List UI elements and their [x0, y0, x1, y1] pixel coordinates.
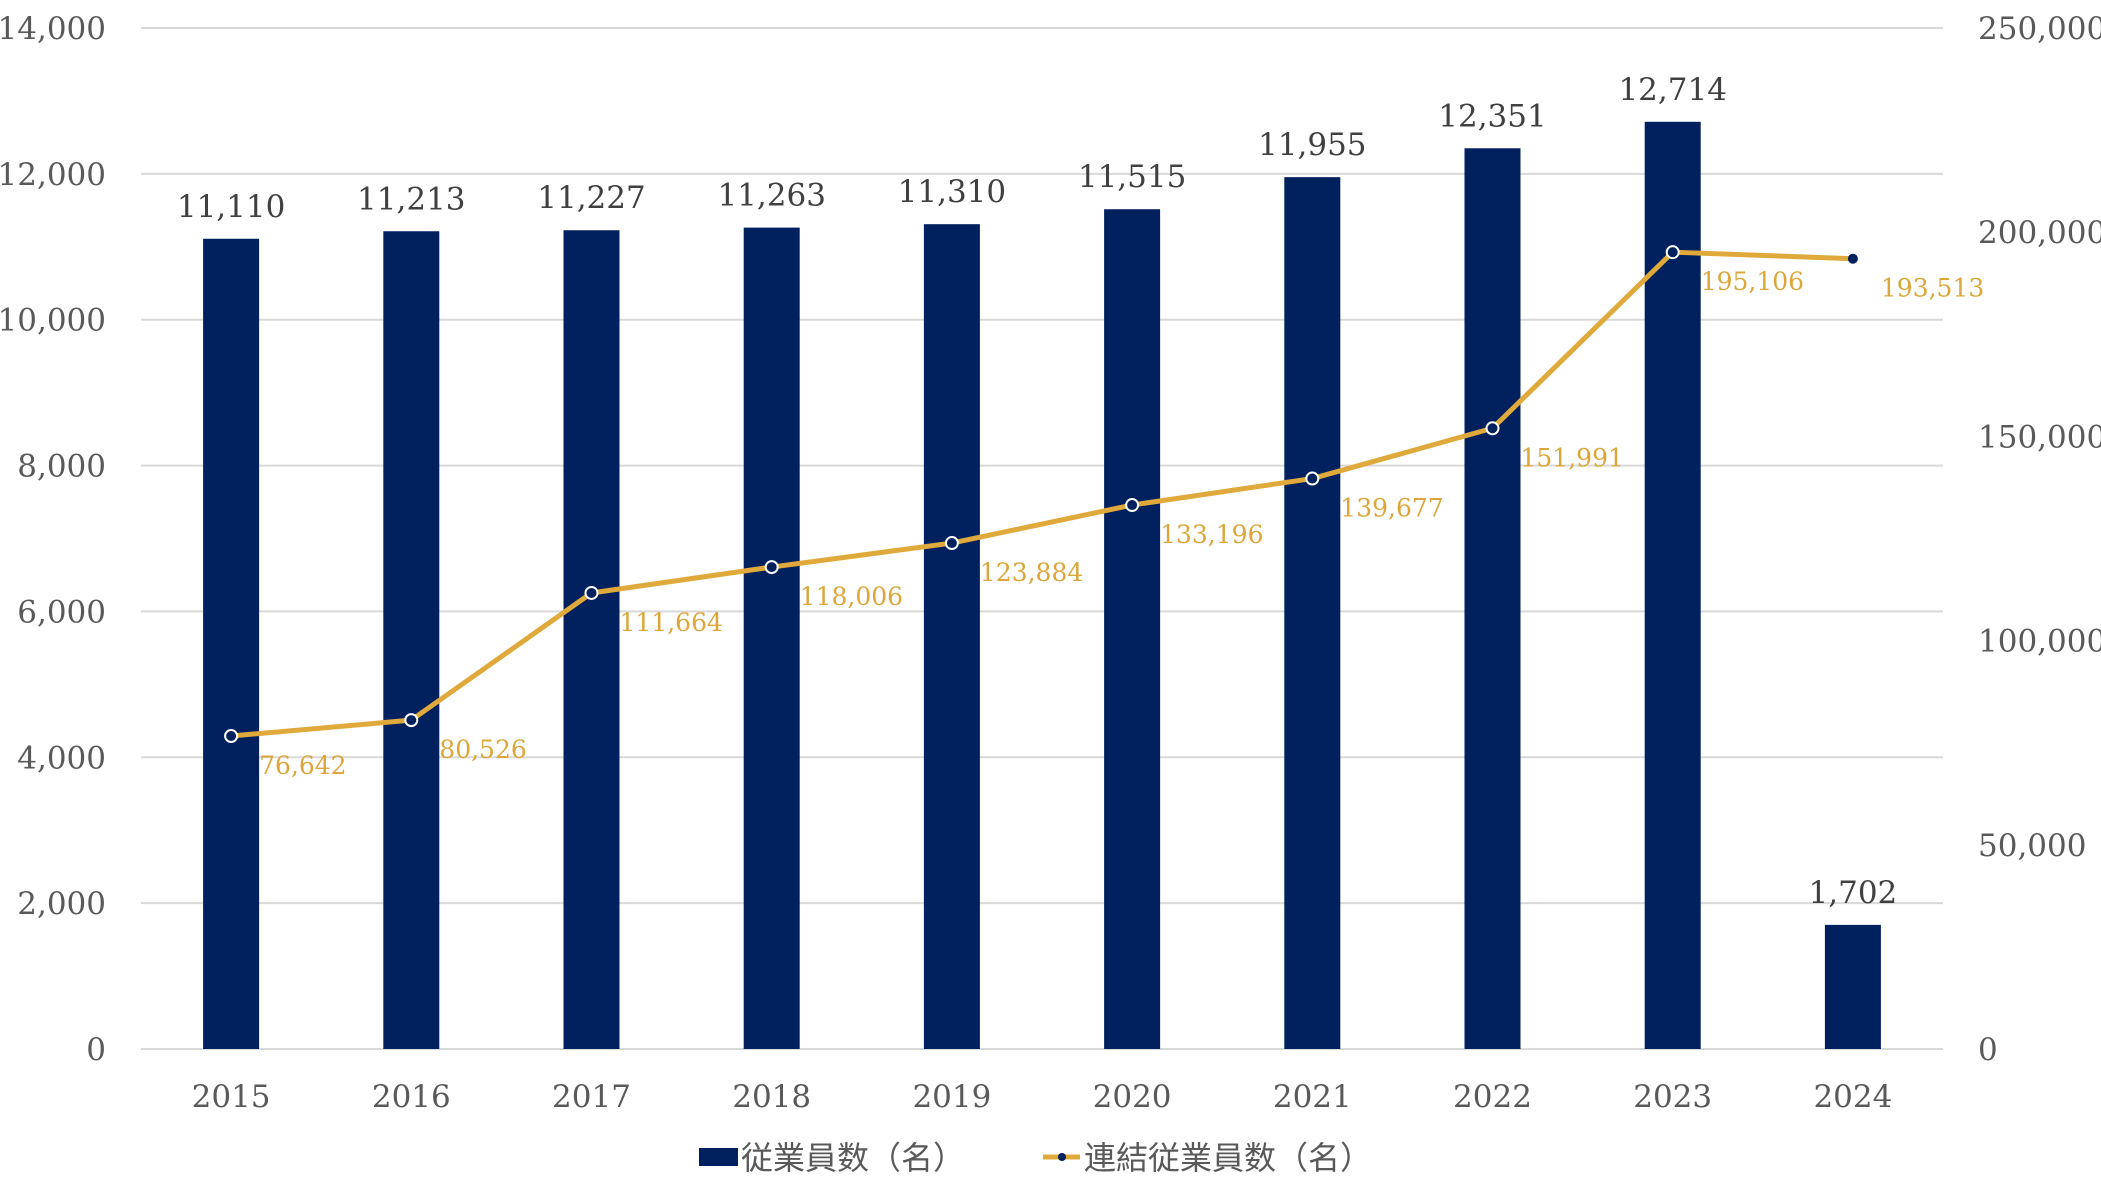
bar-label-2023: 12,714: [1618, 72, 1726, 108]
legend-line-marker: [1058, 1153, 1066, 1161]
bar-series: [203, 121, 1881, 1050]
right-tick-label: 150,000: [1978, 419, 2101, 455]
line-label-2018: 118,006: [800, 582, 903, 611]
line-point-2017: [584, 585, 599, 600]
bar-2016: [383, 231, 440, 1049]
line-label-2019: 123,884: [980, 558, 1083, 587]
line-point-2019: [944, 536, 959, 551]
bar-label-2021: 11,955: [1258, 127, 1366, 163]
x-tick-label: 2021: [1273, 1079, 1352, 1115]
line-label-2021: 139,677: [1340, 494, 1443, 523]
left-tick-label: 4,000: [17, 740, 106, 776]
bar-2021: [1284, 177, 1341, 1050]
legend-item-line[interactable]: 連結従業員数（名）: [1043, 1139, 1372, 1177]
bar-2019: [923, 224, 980, 1049]
line-point-2015: [224, 728, 239, 743]
bar-2023: [1644, 121, 1701, 1050]
line-label-2022: 151,991: [1521, 443, 1624, 472]
x-tick-label: 2016: [372, 1079, 451, 1115]
legend-item-bar[interactable]: 従業員数（名）: [699, 1139, 965, 1177]
line-label-2015: 76,642: [259, 751, 346, 780]
bar-label-2017: 11,227: [537, 180, 645, 216]
bar-label-2024: 1,702: [1809, 875, 1898, 911]
x-tick-label: 2019: [912, 1079, 991, 1115]
legend-bar-swatch: [699, 1148, 738, 1166]
line-label-2016: 80,526: [439, 735, 526, 764]
left-tick-label: 2,000: [17, 886, 106, 922]
x-tick-label: 2017: [552, 1079, 631, 1115]
bar-label-2019: 11,310: [898, 174, 1006, 210]
bar-label-2015: 11,110: [177, 189, 285, 225]
bar-label-2018: 11,263: [717, 178, 825, 214]
legend-bar-label: 従業員数（名）: [741, 1139, 965, 1177]
line-data-labels: 76,642 80,526 111,664 118,006 123,884 133,196…: [259, 267, 1984, 780]
legend: 従業員数（名） 連結従業員数（名）: [699, 1139, 1372, 1177]
bar-2022: [1464, 148, 1521, 1049]
x-tick-label: 2015: [192, 1079, 271, 1115]
bar-data-labels: 11,110 11,213 11,227 11,263 11,310 11,515 11,9…: [177, 72, 1897, 911]
line-series: [224, 245, 1858, 743]
x-tick-label: 2024: [1813, 1079, 1892, 1115]
line-path: [230, 249, 1853, 739]
left-tick-label: 14,000: [0, 11, 106, 47]
x-axis-ticks: 2015 2016 2017 2018 2019 2020 2021 2022 2023 2024: [192, 1079, 1893, 1115]
line-point-2023: [1665, 245, 1680, 260]
bar-2020: [1104, 209, 1161, 1050]
x-tick-label: 2020: [1093, 1079, 1172, 1115]
x-tick-label: 2023: [1633, 1079, 1712, 1115]
right-tick-label: 250,000: [1978, 11, 2101, 47]
x-tick-label: 2018: [732, 1079, 811, 1115]
line-point-2024: [1847, 253, 1858, 264]
bar-label-2022: 12,351: [1438, 98, 1546, 134]
left-tick-label: 12,000: [0, 157, 106, 193]
line-point-2021: [1305, 471, 1320, 486]
right-axis-ticks: 0 50,000 100,000 150,000 200,000 250,000: [1978, 11, 2101, 1068]
left-tick-label: 8,000: [17, 449, 106, 485]
left-tick-label: 10,000: [0, 303, 106, 339]
line-label-2024: 193,513: [1881, 274, 1984, 303]
line-point-2016: [404, 713, 419, 728]
bar-2018: [743, 227, 800, 1050]
x-tick-label: 2022: [1453, 1079, 1532, 1115]
line-point-2022: [1485, 421, 1500, 436]
bar-2024: [1824, 924, 1881, 1049]
bar-2017: [563, 230, 620, 1049]
line-label-2020: 133,196: [1160, 520, 1263, 549]
line-point-2020: [1125, 498, 1140, 513]
gridlines: [141, 27, 1943, 1050]
right-tick-label: 200,000: [1978, 215, 2101, 251]
bar-2015: [203, 238, 260, 1050]
right-tick-label: 100,000: [1978, 624, 2101, 660]
right-tick-label: 0: [1978, 1032, 1998, 1068]
bar-label-2020: 11,515: [1078, 159, 1186, 195]
left-tick-label: 0: [86, 1032, 106, 1068]
left-tick-label: 6,000: [17, 594, 106, 630]
right-tick-label: 50,000: [1978, 828, 2086, 864]
bar-label-2016: 11,213: [357, 181, 465, 217]
legend-line-label: 連結従業員数（名）: [1084, 1139, 1372, 1177]
line-point-2018: [764, 560, 779, 575]
left-axis-ticks: 0 2,000 4,000 6,000 8,000 10,000 12,000 14,000: [0, 11, 106, 1068]
line-label-2023: 195,106: [1701, 267, 1804, 296]
line-label-2017: 111,664: [620, 608, 723, 637]
